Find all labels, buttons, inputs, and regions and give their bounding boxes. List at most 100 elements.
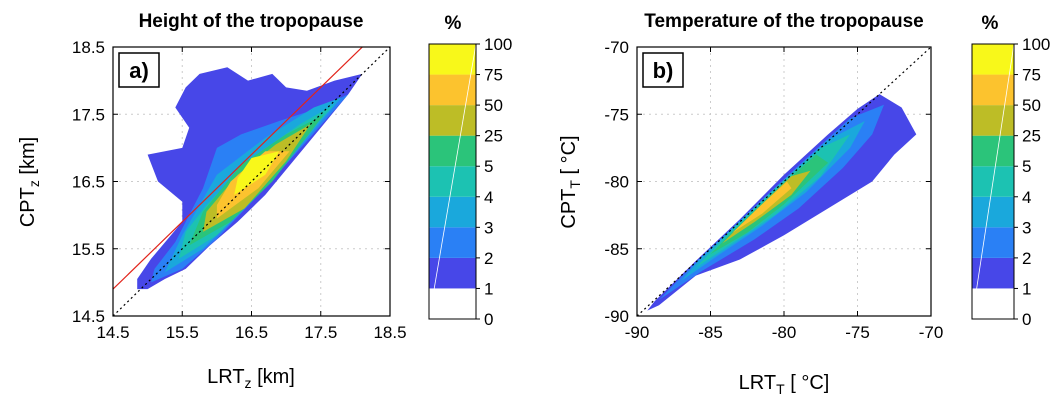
panel-a-line-offset	[113, 47, 364, 290]
colorbar-a-swatch-0	[429, 288, 476, 319]
panel-b-xtick-label: -70	[919, 323, 944, 342]
panel-b-ytick-label: -75	[604, 105, 629, 124]
panel-a-xlabel-sub: z	[245, 375, 252, 391]
panel-a-xlabel-base: LRT	[207, 366, 244, 388]
panel-b-xlabel-unit: [ °C]	[785, 372, 830, 394]
panel-b-title: Temperature of the tropopause	[644, 11, 923, 32]
colorbar-a-swatch-1	[429, 257, 476, 289]
colorbar-b-swatch-5	[972, 135, 1014, 167]
colorbar-a-tick-label: 50	[484, 96, 503, 115]
panel-a-xtick-label: 16.5	[235, 323, 268, 342]
colorbar-a-tick-label: 100	[484, 35, 512, 54]
colorbar-b-tick-label: 2	[1022, 249, 1031, 268]
panel-b-xlabel: LRTT [ °C]	[739, 372, 830, 397]
panel-a-contour-level-7	[216, 151, 290, 219]
colorbar-b-diagonal	[971, 43, 1015, 320]
colorbar-b-tick-label: 75	[1022, 66, 1041, 85]
colorbar-a-tick-label: 75	[484, 66, 503, 85]
panel-b-xtick-label: -75	[845, 323, 870, 342]
colorbar-a-tick-label: 25	[484, 127, 503, 146]
panel-a-ytick-label: 17.5	[72, 105, 105, 124]
panel-b-lines	[637, 47, 931, 316]
panel-b-ytick-label: -90	[604, 307, 629, 326]
colorbar-b-tick-label: 0	[1022, 310, 1031, 329]
panel-b-grid	[637, 47, 931, 316]
panel-a-xlabel: LRTz [km]	[207, 366, 295, 391]
colorbar-a-swatch-2	[429, 227, 476, 258]
colorbar-a-tick-label: 1	[484, 279, 493, 298]
colorbar-b-swatch-0	[972, 288, 1014, 319]
colorbar-b-swatch-3	[972, 196, 1014, 228]
colorbar-a-swatch-5	[429, 135, 476, 167]
colorbar-b-tick-label: 4	[1022, 188, 1031, 207]
colorbar-b-frame	[971, 43, 1015, 320]
colorbar-a-tick-label: 0	[484, 310, 493, 329]
panel-b-line-identity	[637, 47, 931, 316]
colorbar-b-tick-label: 100	[1022, 35, 1050, 54]
panel-a-ylabel-unit: [km]	[17, 137, 39, 180]
colorbar-b-title: %	[982, 13, 999, 34]
colorbar-b-swatch-2	[972, 227, 1014, 258]
panel-a-ytick-label: 14.5	[72, 307, 105, 326]
panel-b-xtick-label: -90	[625, 323, 650, 342]
panel-a-label-box: a)	[118, 52, 160, 88]
colorbar-b-swatch-1	[972, 257, 1014, 289]
colorbar-b-tick-label: 1	[1022, 279, 1031, 298]
panel-b-xlabel-sub: T	[776, 381, 785, 397]
panel-a-xtick-label: 18.5	[373, 323, 406, 342]
colorbar-b-swatch-8	[972, 44, 1014, 75]
colorbar-b-swatch-6	[972, 105, 1014, 136]
colorbar-a-swatch-8	[429, 44, 476, 75]
panel-b-ylabel-base: CPT	[558, 189, 580, 229]
panel-a-xlabel-unit: [km]	[252, 366, 295, 388]
panel-a-contour-level-8	[234, 151, 280, 195]
colorbar-a-swatch-6	[429, 105, 476, 136]
panel-a-title: Height of the tropopause	[139, 11, 364, 32]
panel-a-xtick-label: 17.5	[304, 323, 337, 342]
panel-a-line-identity	[113, 47, 390, 316]
colorbar-a-tick-label: 5	[484, 157, 493, 176]
colorbar-a-swatch-7	[429, 74, 476, 106]
colorbar-b-tick-label: 5	[1022, 157, 1031, 176]
panel-a-ytick-label: 15.5	[72, 240, 105, 259]
panel-a-ylabel: CPTz [km]	[17, 137, 42, 227]
colorbar-b-tick-label: 3	[1022, 218, 1031, 237]
panel-a-ytick-label: 16.5	[72, 173, 105, 192]
colorbar-a: % 0 1 2 3 4 5 25 50 75 100	[428, 13, 512, 329]
panel-a-ticks: 14.5 15.5 16.5 17.5 18.5 14.5 15.5 16.5 17.5 18.5	[72, 38, 407, 342]
colorbar-a-tick-label: 3	[484, 218, 493, 237]
panel-a-ylabel-base: CPT	[17, 187, 39, 227]
colorbar-b-swatch-7	[972, 74, 1014, 106]
colorbar-a-tick-label: 4	[484, 188, 493, 207]
panel-b-contour-level-7	[732, 181, 792, 233]
panel-a-lines	[113, 47, 390, 316]
colorbar-a-tick-label: 2	[484, 249, 493, 268]
colorbar-a-title: %	[445, 13, 462, 34]
panel-a-contours	[137, 67, 363, 290]
panel-a-xtick-label: 14.5	[96, 323, 129, 342]
colorbar-b-tick-label: 50	[1022, 96, 1041, 115]
panel-a-label: a)	[129, 58, 149, 83]
panel-b-ylabel-unit: [ °C]	[558, 135, 580, 180]
panel-b-ytick-label: -80	[604, 173, 629, 192]
panel-a-ytick-label: 18.5	[72, 38, 105, 57]
panel-a: Height of the tropopause 14.5 15.5 16.5 17.…	[17, 11, 407, 391]
panel-b-ticks: -90 -85 -80 -75 -70 -90 -85 -80 -75 -70	[604, 38, 943, 342]
panel-b-label: b)	[653, 58, 674, 83]
panel-b-contours	[647, 94, 917, 311]
colorbar-a-frame	[428, 43, 477, 320]
panel-b-xtick-label: -85	[698, 323, 723, 342]
panel-b-ylabel: CPTT [ °C]	[558, 135, 583, 228]
panel-a-xtick-label: 15.5	[166, 323, 199, 342]
panel-b-ytick-label: -70	[604, 38, 629, 57]
panel-b-ylabel-sub: T	[567, 180, 583, 189]
panel-b-xtick-label: -80	[772, 323, 797, 342]
panel-b: Temperature of the tropopause -90 -85 -80-…	[558, 11, 943, 397]
colorbar-a-swatch-3	[429, 196, 476, 228]
panel-a-ylabel-sub: z	[26, 180, 42, 187]
panel-b-ytick-label: -85	[604, 240, 629, 259]
colorbar-a-diagonal	[428, 43, 477, 320]
colorbar-b-tick-label: 25	[1022, 127, 1041, 146]
panel-b-xlabel-base: LRT	[739, 372, 776, 394]
